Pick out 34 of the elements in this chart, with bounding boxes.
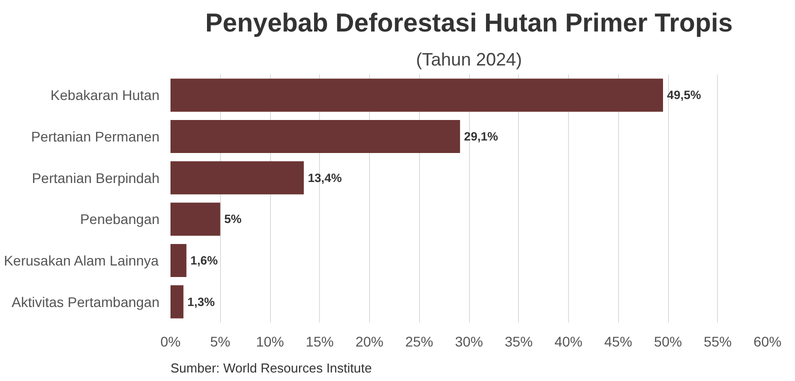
x-tick-label: 40% [554, 334, 583, 350]
bar [170, 120, 460, 154]
y-tick-label: Pertanian Permanen [31, 128, 160, 144]
y-tick-label: Pertanian Berpindah [32, 170, 160, 186]
x-tick-label: 45% [604, 334, 632, 350]
data-label: 5% [224, 212, 242, 226]
x-tick-label: 20% [355, 334, 384, 350]
x-tick-label: 55% [704, 334, 732, 350]
data-label: 1,6% [190, 254, 218, 268]
x-tick-label: 35% [504, 334, 533, 350]
data-label: 49,5% [667, 88, 702, 102]
y-tick-label: Kerusakan Alam Lainnya [4, 252, 159, 268]
bar [170, 244, 186, 278]
x-tick-label: 5% [210, 334, 230, 350]
y-tick-label: Penebangan [80, 211, 160, 228]
bar [170, 78, 664, 112]
chart-subtitle: (Tahun 2024) [416, 50, 522, 70]
x-tick-label: 15% [306, 334, 334, 350]
data-label: 13,4% [308, 170, 342, 185]
x-tick-label: 30% [454, 334, 484, 350]
chart-title: Penyebab Deforestasi Hutan Primer Tropis [205, 8, 733, 38]
x-tick-label: 0% [160, 334, 181, 350]
x-tick-label: 50% [654, 334, 682, 350]
data-label: 1,3% [187, 294, 216, 309]
y-tick-label: Aktivitas Pertambangan [12, 294, 160, 310]
text: Sumber: World Resources Institute [170, 360, 372, 376]
data-label: 29,1% [464, 130, 498, 144]
bar [170, 285, 184, 318]
y-tick-label: Kebakaran Hutan [50, 87, 160, 104]
bar [170, 161, 304, 194]
x-tick-label: 10% [256, 334, 284, 350]
x-tick-label: 60% [753, 334, 782, 350]
bar [170, 202, 220, 236]
x-tick-label: 25% [405, 334, 434, 350]
